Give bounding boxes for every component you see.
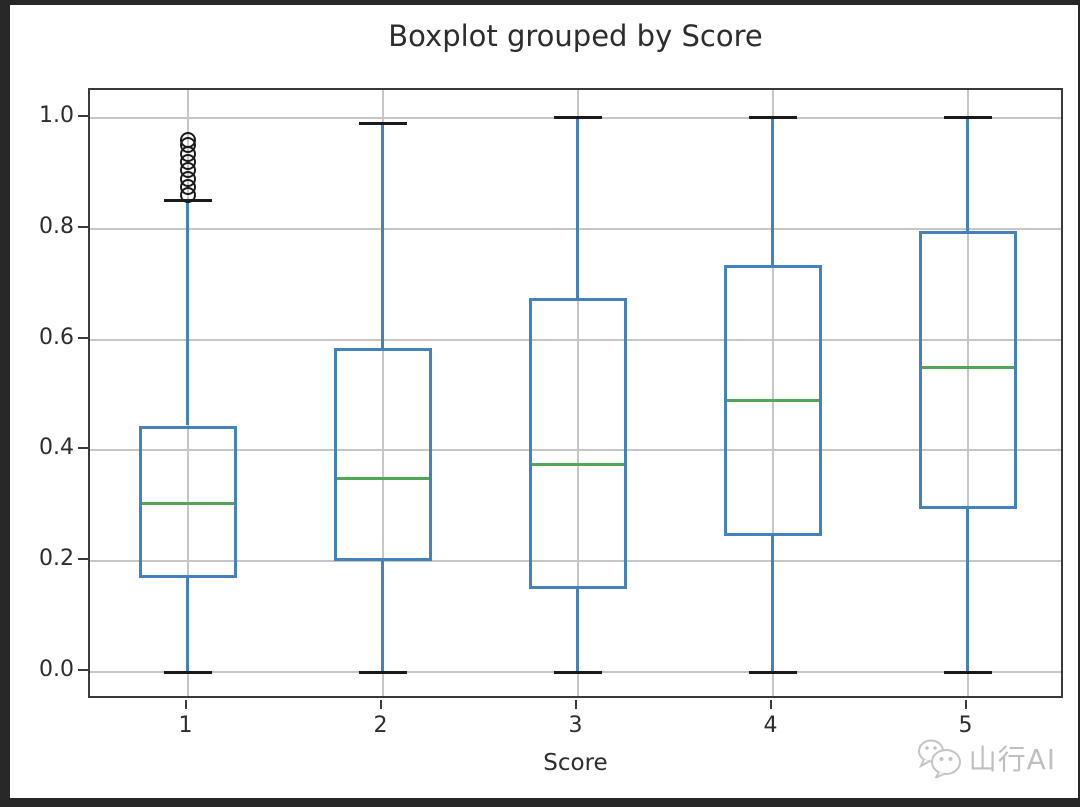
- v-gridline: [576, 90, 579, 696]
- v-gridline: [966, 90, 969, 696]
- h-gridline: [90, 227, 1061, 230]
- upper-whisker-cap: [553, 116, 602, 120]
- y-tick-mark: [78, 336, 88, 339]
- figure-canvas: Boxplot grouped by Score 0.0 0.2 0.4 0.6 0.8…: [10, 5, 1078, 798]
- chart-title: Boxplot grouped by Score: [388, 19, 763, 53]
- upper-whisker-line: [771, 117, 774, 265]
- y-tick-mark: [78, 225, 88, 228]
- y-tick-label: 0.6: [39, 324, 74, 350]
- wechat-icon: [917, 738, 963, 778]
- median-line: [336, 476, 429, 480]
- box-iqr: [918, 231, 1017, 509]
- x-axis-label: Score: [543, 750, 608, 776]
- median-line: [531, 462, 624, 466]
- x-tick-mark: [769, 700, 772, 709]
- lower-whisker-line: [966, 508, 969, 673]
- median-line: [921, 365, 1014, 369]
- upper-whisker-cap: [748, 116, 797, 120]
- box-iqr: [723, 264, 822, 537]
- lower-whisker-line: [576, 589, 579, 673]
- lower-whisker-line: [186, 578, 189, 673]
- median-line: [726, 399, 819, 403]
- x-tick-label: 2: [373, 713, 388, 738]
- y-tick-label: 0.4: [39, 435, 74, 461]
- y-tick-mark: [78, 447, 88, 450]
- watermark: 山行AI: [917, 738, 1056, 778]
- x-tick-mark: [379, 700, 382, 709]
- h-gridline: [90, 338, 1061, 341]
- x-tick-label: 4: [763, 713, 778, 738]
- y-tick-label: 1.0: [39, 102, 74, 128]
- y-tick-label: 0.0: [39, 657, 74, 683]
- v-gridline: [771, 90, 774, 696]
- y-tick-label: 0.2: [39, 546, 74, 572]
- lower-whisker-cap: [358, 670, 407, 674]
- outlier-point: [179, 131, 196, 148]
- lower-whisker-line: [381, 561, 384, 673]
- plot-area: [88, 88, 1063, 698]
- v-gridline: [381, 90, 384, 696]
- h-gridline: [90, 449, 1061, 452]
- y-tick-mark: [78, 669, 88, 672]
- y-tick-mark: [78, 114, 88, 117]
- upper-whisker-line: [186, 200, 189, 426]
- y-tick-mark: [78, 558, 88, 561]
- x-tick-label: 1: [178, 713, 193, 738]
- upper-whisker-line: [576, 117, 579, 298]
- x-tick-mark: [964, 700, 967, 709]
- upper-whisker-line: [966, 117, 969, 232]
- upper-whisker-cap: [358, 121, 407, 125]
- box-iqr: [528, 297, 627, 590]
- h-gridline: [90, 560, 1061, 563]
- lower-whisker-cap: [163, 670, 212, 674]
- x-tick-mark: [184, 700, 187, 709]
- median-line: [141, 501, 234, 505]
- upper-whisker-line: [381, 123, 384, 348]
- y-tick-label: 0.8: [39, 213, 74, 239]
- box-iqr: [333, 347, 432, 562]
- lower-whisker-line: [771, 536, 774, 673]
- x-tick-label: 5: [958, 713, 973, 738]
- lower-whisker-cap: [553, 670, 602, 674]
- x-tick-label: 3: [568, 713, 583, 738]
- lower-whisker-cap: [943, 670, 992, 674]
- watermark-text: 山行AI: [968, 743, 1056, 776]
- x-tick-mark: [574, 700, 577, 709]
- box-iqr: [138, 425, 237, 578]
- upper-whisker-cap: [943, 116, 992, 120]
- lower-whisker-cap: [748, 670, 797, 674]
